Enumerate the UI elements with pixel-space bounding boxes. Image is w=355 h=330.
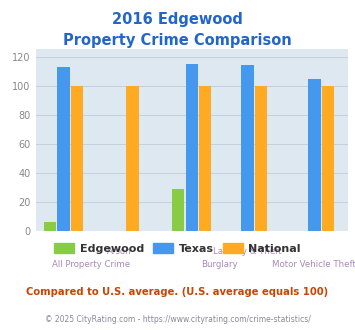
Legend: Edgewood, Texas, National: Edgewood, Texas, National	[50, 238, 305, 258]
Text: Motor Vehicle Theft: Motor Vehicle Theft	[273, 260, 355, 269]
Bar	[126, 86, 139, 231]
Text: Arson: Arson	[107, 248, 131, 256]
Text: 2016 Edgewood
Property Crime Comparison: 2016 Edgewood Property Crime Comparison	[63, 12, 292, 48]
Text: © 2025 CityRating.com - https://www.cityrating.com/crime-statistics/: © 2025 CityRating.com - https://www.city…	[45, 315, 310, 324]
Text: Compared to U.S. average. (U.S. average equals 100): Compared to U.S. average. (U.S. average …	[26, 287, 329, 297]
Bar	[322, 86, 334, 231]
Bar	[255, 86, 267, 231]
Bar	[308, 79, 321, 231]
Bar	[186, 64, 198, 231]
Bar	[44, 222, 56, 231]
Bar	[172, 189, 185, 231]
Text: All Property Crime: All Property Crime	[52, 260, 130, 269]
Bar	[199, 86, 211, 231]
Bar	[71, 86, 83, 231]
Bar	[57, 67, 70, 231]
Bar	[241, 65, 253, 231]
Text: Burglary: Burglary	[201, 260, 238, 269]
Text: Larceny & Theft: Larceny & Theft	[213, 248, 282, 256]
